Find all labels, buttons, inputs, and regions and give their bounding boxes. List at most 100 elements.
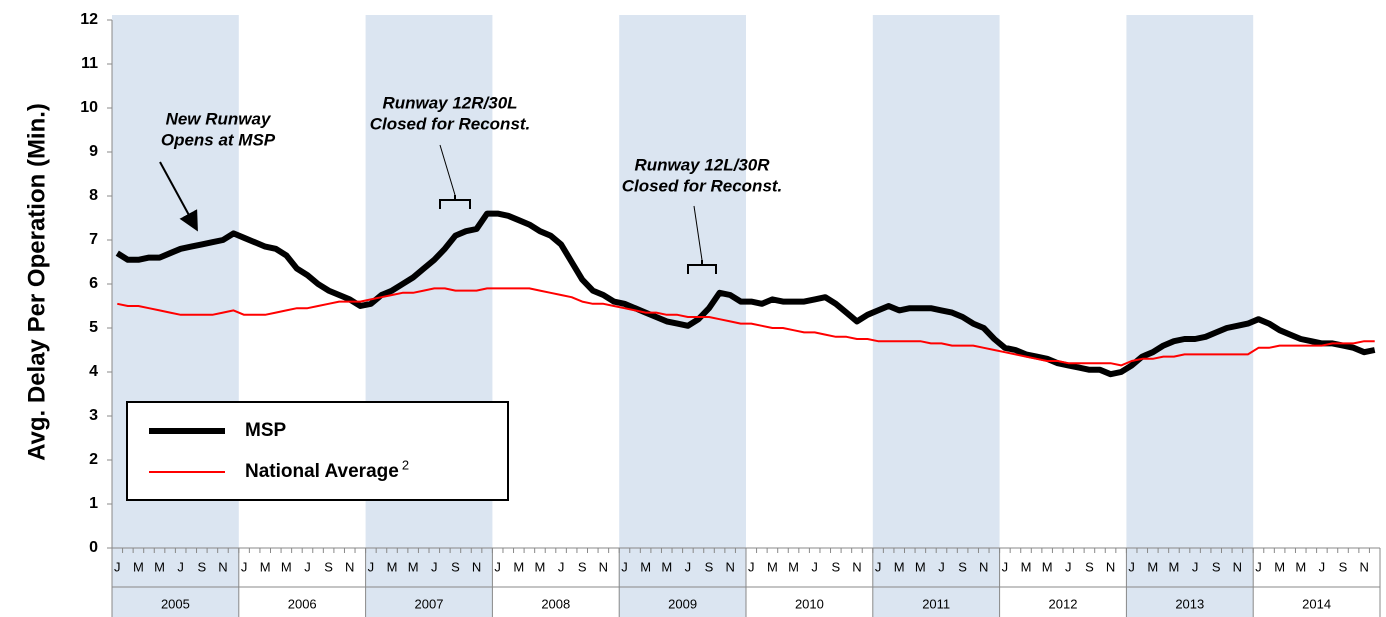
annotation-text: New Runway — [166, 109, 272, 128]
year-band-label-bg — [1126, 548, 1254, 617]
y-tick-label: 12 — [80, 11, 98, 28]
y-tick-label: 5 — [89, 319, 98, 336]
x-tick-label: J — [1319, 559, 1326, 574]
x-tick-label: N — [852, 559, 861, 574]
x-tick-label: S — [578, 559, 587, 574]
x-tick-label: M — [767, 559, 778, 574]
year-label: 2012 — [1049, 596, 1078, 611]
year-band — [1126, 15, 1254, 548]
annotation-text: Closed for Reconst. — [370, 114, 531, 133]
x-tick-label: M — [535, 559, 546, 574]
year-label: 2010 — [795, 596, 824, 611]
x-tick-label: S — [324, 559, 333, 574]
x-tick-label: N — [1106, 559, 1115, 574]
y-tick-label: 2 — [89, 451, 98, 468]
annotation-text: Runway 12L/30R — [634, 155, 770, 174]
x-tick-label: S — [197, 559, 206, 574]
x-tick-label: J — [1065, 559, 1072, 574]
x-tick-label: J — [938, 559, 945, 574]
year-band-label-bg — [112, 548, 239, 617]
year-label: 2011 — [922, 596, 950, 611]
y-tick-label: 6 — [89, 275, 98, 292]
x-tick-label: J — [1192, 559, 1199, 574]
year-label: 2009 — [668, 596, 697, 611]
x-tick-label: M — [661, 559, 672, 574]
annotation-text: Closed for Reconst. — [622, 176, 783, 195]
x-tick-label: N — [1233, 559, 1242, 574]
year-band-label-bg — [872, 548, 1000, 617]
y-axis-label: Avg. Delay Per Operation (Min.) — [23, 103, 50, 461]
x-tick-label: N — [725, 559, 734, 574]
y-tick-label: 4 — [89, 363, 98, 380]
x-tick-label: M — [640, 559, 651, 574]
x-tick-label: J — [177, 559, 184, 574]
y-tick-label: 11 — [81, 55, 98, 72]
x-tick-label: J — [368, 559, 375, 574]
x-tick-label: S — [1339, 559, 1348, 574]
x-tick-label: M — [133, 559, 144, 574]
x-tick-label: M — [281, 559, 292, 574]
year-label: 2008 — [541, 596, 570, 611]
legend-box — [126, 401, 509, 501]
x-tick-label: J — [748, 559, 755, 574]
x-tick-label: J — [431, 559, 438, 574]
x-tick-label: S — [1085, 559, 1094, 574]
legend-label: MSP — [245, 420, 287, 441]
x-tick-label: M — [894, 559, 905, 574]
x-tick-label: M — [788, 559, 799, 574]
year-bands — [112, 15, 1254, 617]
x-tick-label: N — [345, 559, 354, 574]
x-tick-label: M — [1021, 559, 1032, 574]
x-tick-label: M — [408, 559, 419, 574]
x-tick-label: J — [558, 559, 565, 574]
x-tick-label: S — [705, 559, 714, 574]
year-label: 2007 — [415, 596, 444, 611]
x-tick-label: S — [451, 559, 460, 574]
x-tick-label: M — [154, 559, 165, 574]
x-tick-label: J — [494, 559, 501, 574]
series-line — [117, 287, 1375, 367]
annotation-text: Opens at MSP — [161, 130, 276, 149]
x-tick-label: J — [875, 559, 882, 574]
year-label: 2006 — [288, 596, 317, 611]
x-tick-label: J — [811, 559, 818, 574]
year-band — [619, 15, 746, 548]
annotation-leader — [439, 144, 456, 196]
year-band-label-bg — [365, 548, 493, 617]
x-tick-label: M — [1147, 559, 1158, 574]
x-tick-label: S — [831, 559, 840, 574]
year-label: 2005 — [161, 596, 190, 611]
x-tick-label: N — [218, 559, 227, 574]
year-label: 2014 — [1302, 596, 1331, 611]
year-label: 2013 — [1175, 596, 1204, 611]
y-tick-label: 1 — [89, 495, 98, 512]
annotation-leader — [693, 205, 703, 261]
annotation-brace — [687, 260, 717, 274]
x-tick-label: J — [304, 559, 311, 574]
x-tick-label: M — [1274, 559, 1285, 574]
x-tick-label: M — [1042, 559, 1053, 574]
annotation-brace — [439, 195, 471, 209]
x-tick-label: N — [1359, 559, 1368, 574]
year-band — [872, 15, 1000, 548]
x-tick-label: J — [1255, 559, 1262, 574]
x-tick-label: M — [513, 559, 524, 574]
y-tick-label: 3 — [89, 407, 98, 424]
annotation-arrow — [159, 161, 198, 232]
y-tick-label: 7 — [89, 231, 98, 248]
annotation-text: Runway 12R/30L — [382, 93, 517, 112]
x-tick-label: S — [1212, 559, 1221, 574]
y-tick-label: 0 — [89, 539, 98, 556]
x-tick-label: N — [979, 559, 988, 574]
legend-label: National Average — [245, 461, 399, 482]
y-tick-label: 8 — [89, 187, 98, 204]
x-tick-label: J — [621, 559, 628, 574]
x-tick-label: N — [599, 559, 608, 574]
x-tick-label: M — [260, 559, 271, 574]
x-tick-label: J — [114, 559, 121, 574]
x-tick-label: M — [1295, 559, 1306, 574]
y-tick-label: 9 — [89, 143, 98, 160]
x-tick-label: J — [1128, 559, 1135, 574]
legend-superscript: 2 — [402, 457, 409, 472]
